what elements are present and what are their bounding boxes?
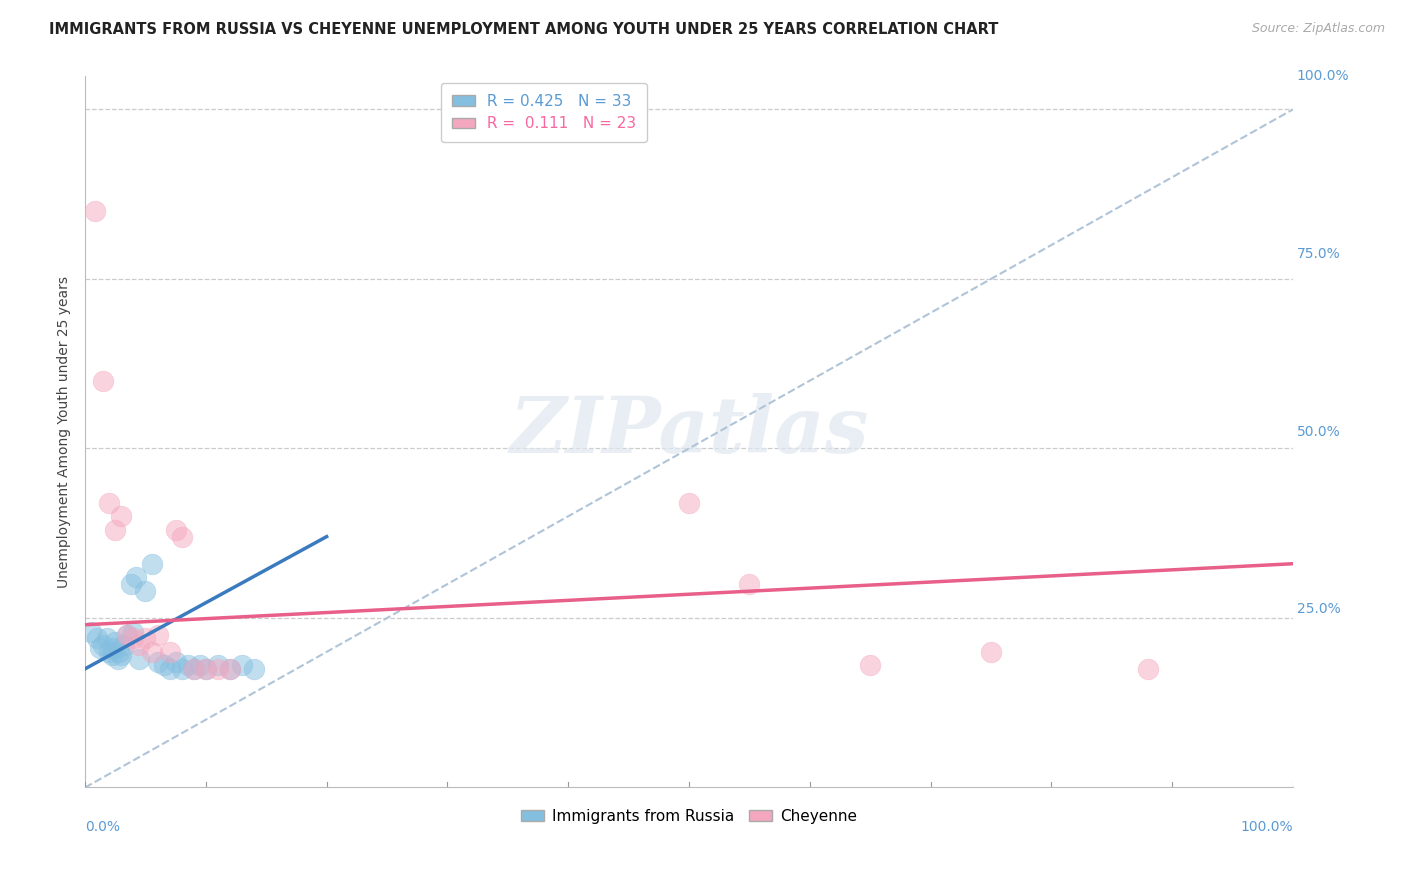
Point	[83, 204, 105, 219]
Point	[108, 645, 131, 659]
Point	[194, 662, 217, 676]
Text: ZIPatlas: ZIPatlas	[509, 393, 869, 470]
Point	[170, 662, 193, 676]
Point	[91, 638, 114, 652]
Point	[98, 496, 121, 510]
Point	[165, 655, 187, 669]
Point	[86, 632, 108, 646]
Point	[128, 638, 150, 652]
Point	[120, 577, 142, 591]
Point	[188, 658, 211, 673]
Point	[980, 645, 1002, 659]
Point	[219, 662, 242, 676]
Text: 0.0%: 0.0%	[86, 820, 120, 833]
Point	[177, 658, 200, 673]
Point	[1136, 662, 1159, 676]
Point	[207, 662, 229, 676]
Text: 25.0%: 25.0%	[1296, 602, 1340, 616]
Point	[117, 628, 139, 642]
Point	[146, 655, 169, 669]
Point	[91, 374, 114, 388]
Point	[100, 648, 122, 663]
Point	[859, 658, 882, 673]
Point	[231, 658, 253, 673]
Point	[112, 638, 135, 652]
Text: 50.0%: 50.0%	[1296, 425, 1340, 439]
Point	[128, 651, 150, 665]
Point	[141, 645, 163, 659]
Text: 75.0%: 75.0%	[1296, 246, 1340, 260]
Point	[159, 662, 181, 676]
Point	[96, 632, 118, 646]
Point	[134, 583, 156, 598]
Point	[738, 577, 761, 591]
Point	[243, 662, 266, 676]
Legend: Immigrants from Russia, Cheyenne: Immigrants from Russia, Cheyenne	[515, 803, 863, 830]
Text: Source: ZipAtlas.com: Source: ZipAtlas.com	[1251, 22, 1385, 36]
Point	[80, 624, 103, 639]
Point	[152, 658, 174, 673]
Text: IMMIGRANTS FROM RUSSIA VS CHEYENNE UNEMPLOYMENT AMONG YOUTH UNDER 25 YEARS CORRE: IMMIGRANTS FROM RUSSIA VS CHEYENNE UNEMP…	[49, 22, 998, 37]
Point	[107, 651, 129, 665]
Point	[170, 530, 193, 544]
Point	[125, 570, 148, 584]
Point	[104, 523, 127, 537]
Point	[117, 628, 139, 642]
Point	[183, 662, 205, 676]
Point	[134, 632, 156, 646]
Text: 100.0%: 100.0%	[1240, 820, 1294, 833]
Point	[165, 523, 187, 537]
Point	[122, 632, 145, 646]
Point	[194, 662, 217, 676]
Text: 100.0%: 100.0%	[1296, 69, 1350, 83]
Point	[110, 509, 132, 524]
Point	[159, 645, 181, 659]
Point	[219, 662, 242, 676]
Point	[678, 496, 700, 510]
Point	[207, 658, 229, 673]
Point	[146, 628, 169, 642]
Y-axis label: Unemployment Among Youth under 25 years: Unemployment Among Youth under 25 years	[58, 276, 72, 588]
Point	[183, 662, 205, 676]
Point	[98, 645, 121, 659]
Point	[122, 624, 145, 639]
Point	[104, 634, 127, 648]
Point	[101, 641, 124, 656]
Point	[110, 648, 132, 663]
Point	[89, 641, 111, 656]
Point	[141, 557, 163, 571]
